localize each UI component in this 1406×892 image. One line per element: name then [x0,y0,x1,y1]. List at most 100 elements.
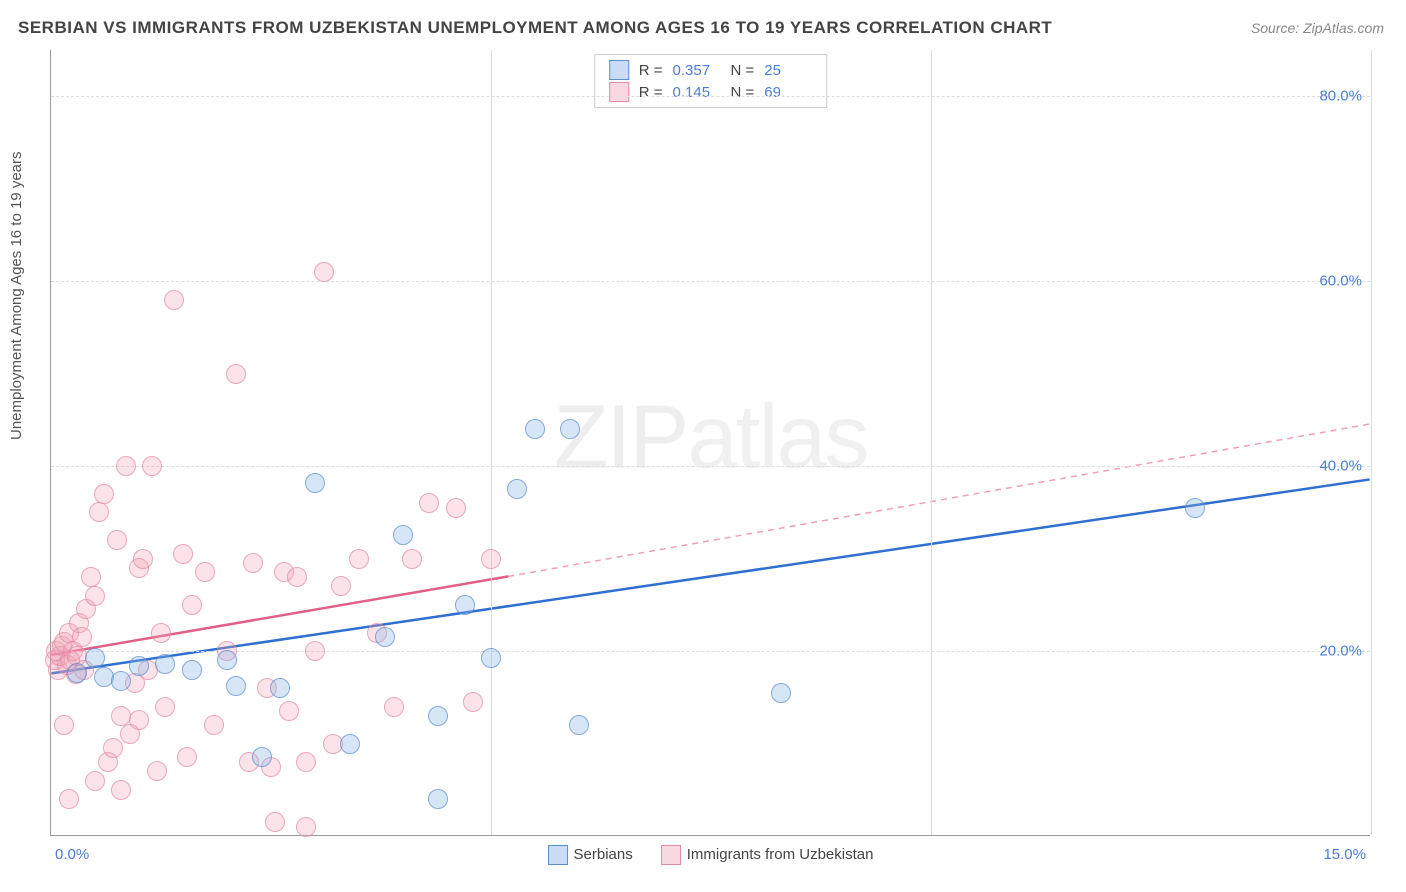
data-point [217,650,237,670]
data-point [129,710,149,730]
data-point [481,549,501,569]
data-point [305,641,325,661]
data-point [252,747,272,767]
data-point [155,697,175,717]
legend-row-uzbekistan: R = 0.145 N = 69 [609,81,813,103]
y-tick-label: 20.0% [1319,643,1362,660]
data-point [133,549,153,569]
data-point [107,530,127,550]
legend-row-serbians: R = 0.357 N = 25 [609,59,813,81]
legend-item-serbians: Serbians [548,845,633,865]
data-point [85,648,105,668]
y-tick-label: 40.0% [1319,458,1362,475]
data-point [270,678,290,698]
y-axis-label: Unemployment Among Ages 16 to 19 years [8,151,25,440]
data-point [204,715,224,735]
n-label: N = [731,62,755,79]
data-point [103,738,123,758]
gridline-horizontal [51,466,1370,467]
x-tick-label: 0.0% [55,846,89,863]
data-point [142,456,162,476]
data-point [54,715,74,735]
data-point [296,817,316,837]
data-point [164,290,184,310]
trend-line [508,424,1369,576]
data-point [463,692,483,712]
data-point [384,697,404,717]
swatch-icon [609,60,629,80]
data-point [67,663,87,683]
data-point [94,484,114,504]
data-point [560,419,580,439]
data-point [182,595,202,615]
trend-lines [51,50,1370,835]
data-point [481,648,501,668]
data-point [116,456,136,476]
source-label: Source: ZipAtlas.com [1251,20,1384,36]
data-point [446,498,466,518]
swatch-icon [609,82,629,102]
correlation-legend: R = 0.357 N = 25 R = 0.145 N = 69 [594,54,828,108]
r-label: R = [639,62,663,79]
trend-line [51,479,1369,673]
r-value-a: 0.357 [673,62,721,79]
data-point [111,671,131,691]
data-point [85,771,105,791]
gridline-horizontal [51,651,1370,652]
gridline-horizontal [51,281,1370,282]
data-point [314,262,334,282]
r-value-b: 0.145 [673,84,721,101]
data-point [507,479,527,499]
gridline-vertical [931,50,932,835]
n-value-a: 25 [764,62,812,79]
data-point [525,419,545,439]
x-tick-label: 15.0% [1323,846,1366,863]
data-point [129,656,149,676]
legend-item-uzbekistan: Immigrants from Uzbekistan [661,845,874,865]
data-point [279,701,299,721]
gridline-vertical [1371,50,1372,835]
n-value-b: 69 [764,84,812,101]
data-point [155,654,175,674]
data-point [85,586,105,606]
data-point [59,789,79,809]
data-point [1185,498,1205,518]
data-point [81,567,101,587]
watermark-text: ZIPatlas [553,386,867,489]
legend-label-a: Serbians [574,846,633,863]
data-point [393,525,413,545]
data-point [89,502,109,522]
swatch-icon [548,845,568,865]
y-tick-label: 60.0% [1319,273,1362,290]
data-point [226,364,246,384]
swatch-icon [661,845,681,865]
y-tick-label: 80.0% [1319,88,1362,105]
data-point [428,789,448,809]
data-point [287,567,307,587]
data-point [419,493,439,513]
data-point [305,473,325,493]
data-point [402,549,422,569]
data-point [331,576,351,596]
data-point [147,761,167,781]
data-point [265,812,285,832]
data-point [195,562,215,582]
data-point [340,734,360,754]
n-label: N = [731,84,755,101]
data-point [111,780,131,800]
data-point [72,627,92,647]
data-point [569,715,589,735]
gridline-horizontal [51,96,1370,97]
data-point [243,553,263,573]
data-point [182,660,202,680]
gridline-vertical [491,50,492,835]
watermark-part-b: atlas [687,387,867,487]
data-point [173,544,193,564]
legend-label-b: Immigrants from Uzbekistan [687,846,874,863]
r-label: R = [639,84,663,101]
chart-title: SERBIAN VS IMMIGRANTS FROM UZBEKISTAN UN… [18,18,1052,38]
data-point [428,706,448,726]
data-point [177,747,197,767]
data-point [375,627,395,647]
series-legend: Serbians Immigrants from Uzbekistan [548,845,874,865]
